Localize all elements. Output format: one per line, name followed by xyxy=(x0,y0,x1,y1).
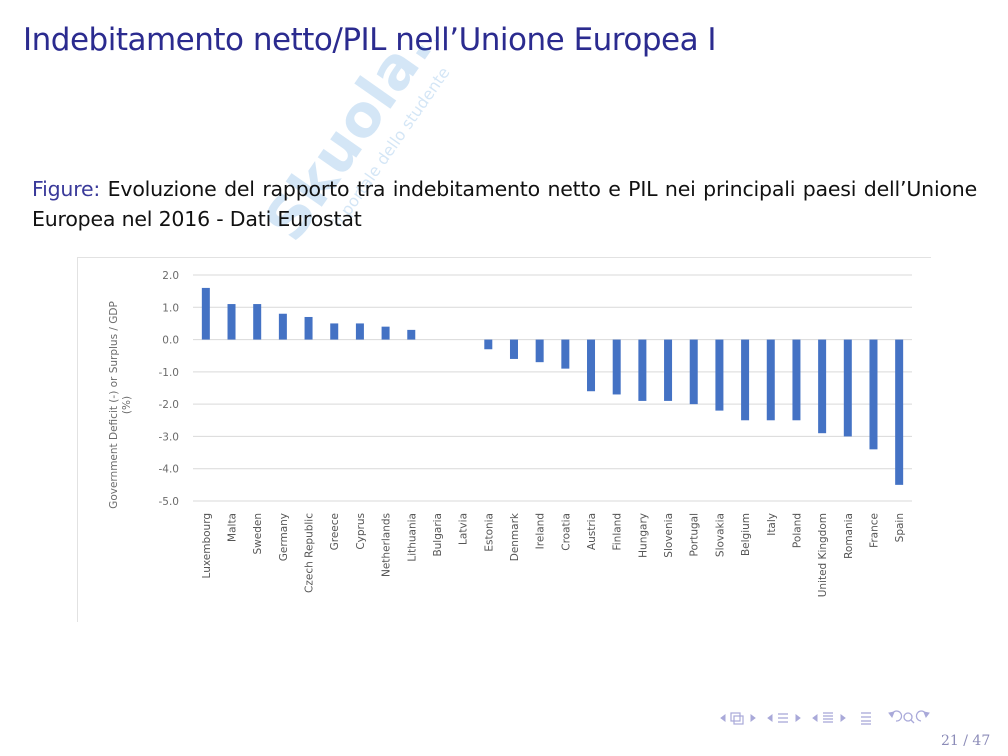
x-tick-label: Czech Republic xyxy=(304,513,316,593)
bar-spain xyxy=(895,339,904,485)
subsection-icon[interactable] xyxy=(823,712,833,723)
bar-slovenia xyxy=(664,339,673,401)
x-tick-label: Romania xyxy=(843,513,855,559)
bar-chart: 2.0 1.0 0.0 -1.0 -2.0 -3.0 -4.0 -5.0 Government … xyxy=(108,270,912,597)
x-tick-label: Cyprus xyxy=(355,513,367,550)
x-tick-label: Poland xyxy=(791,513,803,548)
y-tick-label: -2.0 xyxy=(159,399,180,411)
bar-ireland xyxy=(535,339,544,363)
caption-label: Figure: xyxy=(32,177,101,201)
chart-frame xyxy=(77,257,931,622)
arrow-left-icon[interactable] xyxy=(812,714,818,722)
bar-czech-republic xyxy=(304,316,313,340)
bar-belgium xyxy=(741,339,750,421)
bar-croatia xyxy=(561,339,570,369)
x-tick-label: Ireland xyxy=(535,513,547,549)
bar-austria xyxy=(587,339,596,392)
x-tick-label: Latvia xyxy=(458,513,470,545)
y-tick-label: 1.0 xyxy=(162,302,179,314)
frame-icon[interactable] xyxy=(730,712,741,722)
x-tick-label: Lithuania xyxy=(406,513,418,562)
y-tick-label: 2.0 xyxy=(162,270,179,282)
x-tick-label: Slovakia xyxy=(714,513,726,557)
y-tick-label: -5.0 xyxy=(159,496,180,508)
x-tick-label: Portugal xyxy=(689,513,701,557)
nav-symbols xyxy=(720,710,930,725)
x-tick-label: Netherlands xyxy=(381,513,393,577)
x-tick-label: Slovenia xyxy=(663,513,675,558)
bar-italy xyxy=(766,339,775,421)
y-tick-label: -3.0 xyxy=(159,431,180,443)
y-axis-label: Government Deficit (-) or Surplus / GDP(… xyxy=(108,301,133,509)
bar-romania xyxy=(843,339,852,437)
x-tick-label: Luxembourg xyxy=(201,513,213,578)
x-tick-label: Bulgaria xyxy=(432,513,444,557)
bar-denmark xyxy=(509,339,518,359)
bar-portugal xyxy=(689,339,698,405)
figure-caption: Figure: Evoluzione del rapporto tra inde… xyxy=(32,174,977,234)
search-icon[interactable] xyxy=(903,712,913,722)
x-tick-label: Greece xyxy=(329,513,341,550)
x-tick-label: Finland xyxy=(612,513,624,551)
caption-text: Evoluzione del rapporto tra indebitament… xyxy=(32,177,977,231)
arrow-right-icon[interactable] xyxy=(840,714,846,722)
y-tick-label: -4.0 xyxy=(159,464,180,476)
section-icon[interactable] xyxy=(778,713,788,723)
x-tick-label: Germany xyxy=(278,513,290,561)
bar-malta xyxy=(227,304,236,340)
page-number: 21 / 47 xyxy=(941,733,991,749)
x-tick-label: Malta xyxy=(227,513,239,542)
arrow-right-icon[interactable] xyxy=(795,714,801,722)
align-icon[interactable] xyxy=(861,712,871,725)
bar-germany xyxy=(278,313,287,340)
x-tick-label: Sweden xyxy=(252,513,264,555)
bar-estonia xyxy=(484,339,493,350)
x-tick-label: France xyxy=(868,513,880,548)
x-tick-label: Austria xyxy=(586,513,598,550)
x-tick-label: Italy xyxy=(766,513,778,536)
bar-netherlands xyxy=(381,326,390,340)
bar-greece xyxy=(330,323,339,340)
bar-poland xyxy=(792,339,801,421)
x-tick-label: United Kingdom xyxy=(817,513,829,597)
beamer-navigation xyxy=(718,708,933,728)
x-tick-label: Croatia xyxy=(560,513,572,551)
x-tick-label: Belgium xyxy=(740,513,752,556)
bar-hungary xyxy=(638,339,647,401)
x-tick-label: Denmark xyxy=(509,512,521,561)
slide-title: Indebitamento netto/PIL nell’Unione Euro… xyxy=(23,22,717,58)
x-tick-label: Hungary xyxy=(637,513,649,558)
bar-cyprus xyxy=(355,323,364,340)
arrow-left-icon[interactable] xyxy=(720,714,726,722)
arrow-left-icon[interactable] xyxy=(767,714,773,722)
arrow-right-icon[interactable] xyxy=(750,714,756,722)
bar-france xyxy=(869,339,878,450)
bar-slovakia xyxy=(715,339,724,411)
bar-finland xyxy=(612,339,621,395)
bar-sweden xyxy=(253,304,262,340)
bar-lithuania xyxy=(407,329,416,340)
y-tick-label: 0.0 xyxy=(162,335,179,347)
bar-united-kingdom xyxy=(818,339,827,434)
y-tick-label: -1.0 xyxy=(159,367,180,379)
x-tick-label: Estonia xyxy=(483,513,495,552)
x-tick-label: Spain xyxy=(894,513,906,542)
bar-luxembourg xyxy=(201,287,210,340)
